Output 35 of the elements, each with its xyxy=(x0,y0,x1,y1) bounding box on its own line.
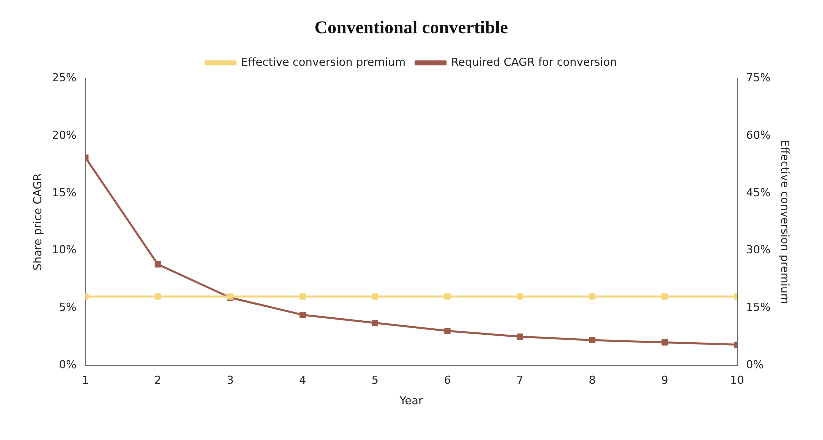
y2-tick-label: 15% xyxy=(746,301,771,314)
point xyxy=(154,261,162,268)
y-axis-title: Share price CAGR xyxy=(31,173,44,271)
y2-tick-label: 30% xyxy=(746,244,771,257)
point xyxy=(444,328,451,334)
x-axis-title: Year xyxy=(398,394,424,408)
x-tick-label: 8 xyxy=(589,374,596,388)
point xyxy=(662,340,668,346)
point xyxy=(589,337,596,344)
y-tick-label: 20% xyxy=(52,128,77,142)
y-tick-label: 0% xyxy=(59,358,77,372)
y2-tick-label: 75% xyxy=(746,71,771,84)
y2-tick-label: 0% xyxy=(746,358,764,372)
x-tick-label: 4 xyxy=(299,374,306,388)
x-tick-label: 2 xyxy=(154,374,162,388)
x-tick-label: 9 xyxy=(661,374,668,388)
x-tick-label: 6 xyxy=(444,374,452,388)
y2-tick-label: 45% xyxy=(746,186,771,200)
legend-label: Required CAGR for conversion xyxy=(451,56,618,69)
y-tick-label: 25% xyxy=(52,71,77,84)
y2-axis-title: Effective conversion premium xyxy=(778,140,792,304)
x-tick-label: 5 xyxy=(372,374,379,388)
point xyxy=(300,312,306,318)
point xyxy=(372,320,378,326)
y-tick-label: 5% xyxy=(59,301,77,314)
x-tick-label: 10 xyxy=(730,374,744,388)
x-tick-label: 3 xyxy=(226,374,234,388)
y-tick-label: 15% xyxy=(52,186,77,200)
point xyxy=(516,334,524,340)
y-tick-label: 10% xyxy=(52,244,77,257)
x-tick-label: 1 xyxy=(82,374,90,388)
y2-tick-label: 60% xyxy=(746,128,771,142)
legend-label: Effective conversion premium xyxy=(241,56,406,69)
chart-title: Conventional convertible xyxy=(314,17,508,38)
x-tick-label: 7 xyxy=(516,374,524,388)
